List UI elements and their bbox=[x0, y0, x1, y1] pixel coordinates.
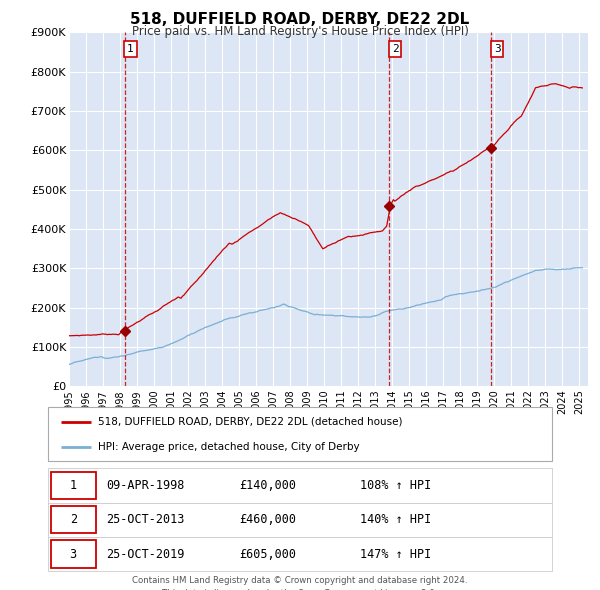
Text: 3: 3 bbox=[70, 548, 77, 560]
Bar bbox=[50, 506, 96, 533]
Text: £605,000: £605,000 bbox=[239, 548, 296, 560]
Text: This data is licensed under the Open Government Licence v3.0.: This data is licensed under the Open Gov… bbox=[163, 589, 437, 590]
Text: 09-APR-1998: 09-APR-1998 bbox=[106, 479, 184, 492]
Text: 3: 3 bbox=[494, 44, 500, 54]
Text: Contains HM Land Registry data © Crown copyright and database right 2024.: Contains HM Land Registry data © Crown c… bbox=[132, 576, 468, 585]
Text: 147% ↑ HPI: 147% ↑ HPI bbox=[361, 548, 432, 560]
Text: 1: 1 bbox=[127, 44, 134, 54]
Bar bbox=[50, 472, 96, 499]
Text: £140,000: £140,000 bbox=[239, 479, 296, 492]
Text: 2: 2 bbox=[70, 513, 77, 526]
Text: 518, DUFFIELD ROAD, DERBY, DE22 2DL (detached house): 518, DUFFIELD ROAD, DERBY, DE22 2DL (det… bbox=[98, 417, 403, 427]
Text: £460,000: £460,000 bbox=[239, 513, 296, 526]
Bar bbox=[50, 540, 96, 568]
Text: 25-OCT-2013: 25-OCT-2013 bbox=[106, 513, 184, 526]
Text: 2: 2 bbox=[392, 44, 398, 54]
Text: 25-OCT-2019: 25-OCT-2019 bbox=[106, 548, 184, 560]
Text: 518, DUFFIELD ROAD, DERBY, DE22 2DL: 518, DUFFIELD ROAD, DERBY, DE22 2DL bbox=[130, 12, 470, 27]
Text: Price paid vs. HM Land Registry's House Price Index (HPI): Price paid vs. HM Land Registry's House … bbox=[131, 25, 469, 38]
Text: 108% ↑ HPI: 108% ↑ HPI bbox=[361, 479, 432, 492]
Text: HPI: Average price, detached house, City of Derby: HPI: Average price, detached house, City… bbox=[98, 442, 360, 452]
Text: 1: 1 bbox=[70, 479, 77, 492]
Text: 140% ↑ HPI: 140% ↑ HPI bbox=[361, 513, 432, 526]
